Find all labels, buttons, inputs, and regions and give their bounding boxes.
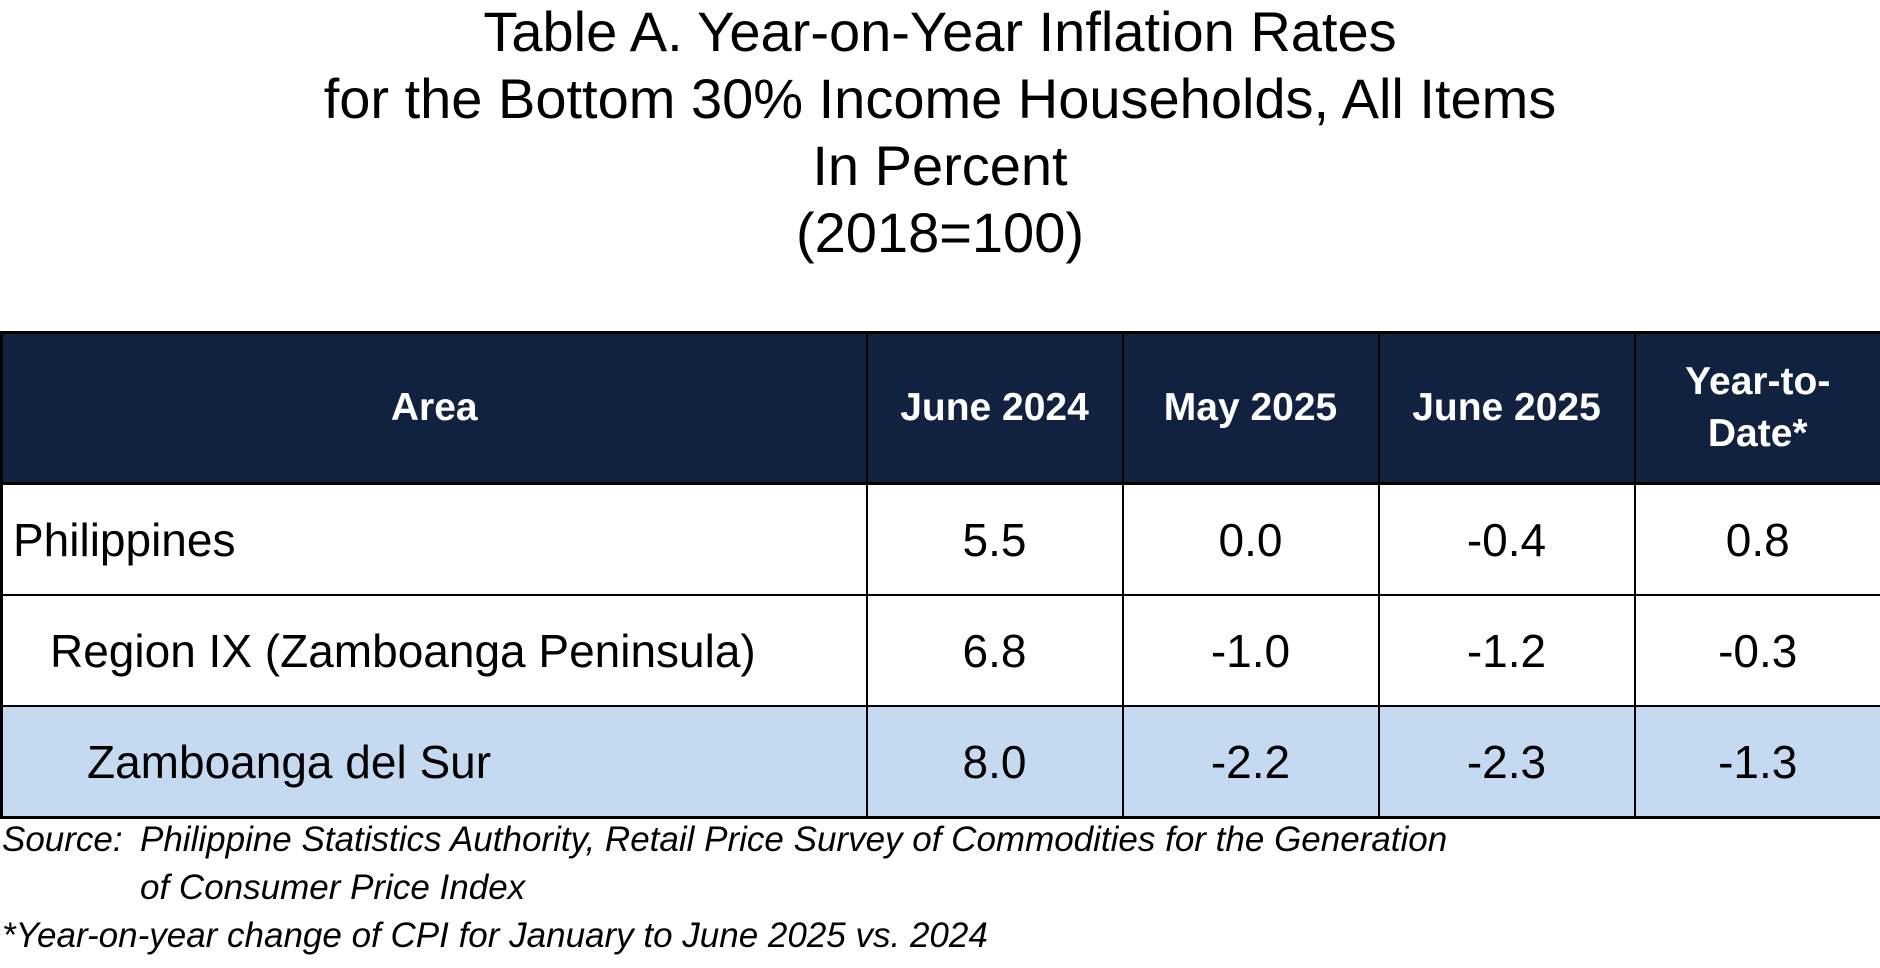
header-ytd-line-2: Date* bbox=[1707, 412, 1808, 455]
value-june-2025: -1.2 bbox=[1377, 594, 1636, 707]
value-june-2024: 5.5 bbox=[865, 482, 1124, 596]
header-year-to-date: Year-to- Date* bbox=[1633, 331, 1880, 485]
footnote: *Year-on-year change of CPI for January … bbox=[2, 916, 988, 955]
value-may-2025: -2.2 bbox=[1121, 705, 1380, 819]
title-line-2: for the Bottom 30% Income Households, Al… bbox=[323, 67, 1557, 130]
value-june-2025: -0.4 bbox=[1377, 482, 1636, 596]
title-line-3: In Percent bbox=[812, 134, 1068, 197]
value-june-2024: 6.8 bbox=[865, 594, 1124, 707]
table-notes: Source: Philippine Statistics Authority,… bbox=[2, 816, 1872, 960]
header-june-2025: June 2025 bbox=[1377, 331, 1636, 485]
value-june-2025: -2.3 bbox=[1377, 705, 1636, 819]
area-cell: Philippines bbox=[0, 482, 868, 596]
table-row-philippines: Philippines 5.5 0.0 -0.4 0.8 bbox=[0, 482, 1880, 596]
header-row: Area June 2024 May 2025 June 2025 Year-t… bbox=[0, 331, 1880, 485]
area-cell: Region IX (Zamboanga Peninsula) bbox=[0, 594, 868, 707]
value-may-2025: 0.0 bbox=[1121, 482, 1380, 596]
header-area: Area bbox=[0, 331, 868, 485]
source-text-continued: of Consumer Price Index bbox=[140, 868, 526, 907]
value-june-2024: 8.0 bbox=[865, 705, 1124, 819]
header-june-2024: June 2024 bbox=[865, 331, 1124, 485]
source-text: Philippine Statistics Authority, Retail … bbox=[140, 820, 1448, 859]
area-cell: Zamboanga del Sur bbox=[0, 705, 868, 819]
header-ytd-line-1: Year-to- bbox=[1685, 360, 1831, 403]
value-year-to-date: -1.3 bbox=[1633, 705, 1880, 819]
title-line-4: (2018=100) bbox=[795, 201, 1084, 264]
title-line-1: Table A. Year-on-Year Inflation Rates bbox=[483, 0, 1397, 63]
table-row-zamboanga-del-sur: Zamboanga del Sur 8.0 -2.2 -2.3 -1.3 bbox=[0, 705, 1880, 819]
table-title: Table A. Year-on-Year Inflation Rates fo… bbox=[0, 0, 1880, 266]
header-may-2025: May 2025 bbox=[1121, 331, 1380, 485]
value-may-2025: -1.0 bbox=[1121, 594, 1380, 707]
source-label: Source: bbox=[2, 820, 123, 859]
value-year-to-date: -0.3 bbox=[1633, 594, 1880, 707]
table-row-region-ix: Region IX (Zamboanga Peninsula) 6.8 -1.0… bbox=[0, 594, 1880, 707]
inflation-table: Area June 2024 May 2025 June 2025 Year-t… bbox=[0, 331, 1880, 819]
value-year-to-date: 0.8 bbox=[1633, 482, 1880, 596]
source-note: Source: Philippine Statistics Authority,… bbox=[2, 816, 1872, 864]
